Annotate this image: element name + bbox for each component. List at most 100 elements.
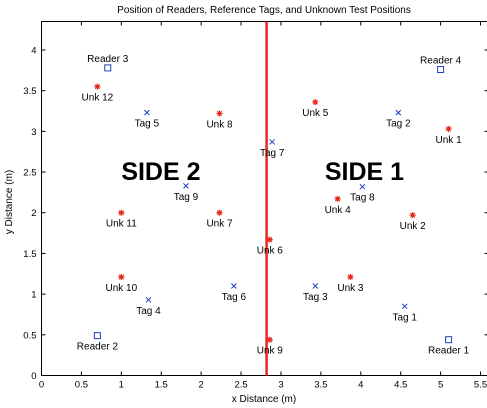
tag-marker — [145, 296, 152, 303]
data-point: Reader 3 — [87, 54, 129, 72]
x-tick-label: 4 — [358, 380, 363, 391]
chart-title: Position of Readers, Reference Tags, and… — [117, 5, 411, 16]
unknown-marker — [347, 274, 354, 281]
point-label: Tag 2 — [386, 119, 411, 130]
unknown-marker — [94, 83, 101, 90]
y-tick-label: 4 — [31, 45, 36, 56]
point-label: Unk 10 — [105, 283, 137, 294]
data-point: Tag 9 — [174, 183, 199, 203]
data-point: Unk 3 — [337, 274, 364, 294]
y-tick-label: 2.5 — [23, 168, 36, 179]
x-tick-label: 4.5 — [394, 380, 407, 391]
reader-marker — [445, 336, 453, 344]
data-point: Unk 4 — [325, 195, 352, 216]
x-tick-label: 3 — [278, 380, 283, 391]
axis-ticks: 0 0.5 1 1.5 2 2.5 3 3.5 4 4.5 5 5.5 0 0.5 1 1.5 2 2.5 3 3.5… — [23, 21, 487, 391]
reader-marker — [93, 332, 101, 340]
data-point: Reader 2 — [77, 332, 119, 353]
y-tick-label: 3 — [31, 127, 36, 138]
data-point: Tag 4 — [136, 296, 161, 317]
point-label: Unk 4 — [325, 205, 352, 216]
data-point: Tag 7 — [260, 139, 285, 159]
y-tick-label: 0 — [31, 371, 36, 382]
data-point: Unk 9 — [257, 336, 284, 357]
data-point: Tag 1 — [392, 303, 417, 323]
tag-marker — [231, 283, 237, 289]
unknown-marker — [216, 110, 223, 117]
y-tick-label: 1 — [31, 290, 36, 301]
tag-marker — [401, 303, 408, 310]
point-label: Reader 4 — [420, 56, 462, 67]
point-label: Unk 3 — [337, 283, 364, 294]
data-point: Tag 2 — [386, 109, 411, 130]
y-tick-label: 0.5 — [23, 330, 36, 341]
data-point: Tag 5 — [135, 109, 160, 130]
point-label: Unk 5 — [302, 108, 329, 119]
data-point: Reader 1 — [428, 336, 470, 357]
point-label: Unk 1 — [436, 135, 463, 146]
plot-area — [41, 21, 487, 376]
tag-marker — [395, 109, 402, 116]
x-tick-label: 2.5 — [234, 380, 247, 391]
x-tick-label: 5.5 — [474, 380, 487, 391]
point-label: Tag 3 — [303, 292, 328, 303]
y-tick-label: 1.5 — [23, 249, 36, 260]
tag-marker — [312, 283, 319, 289]
side-label: SIDE 2 — [121, 158, 200, 186]
point-label: Unk 6 — [257, 246, 284, 257]
data-point: Unk 11 — [106, 209, 137, 230]
data-point: Unk 12 — [82, 83, 114, 104]
unknown-marker — [266, 236, 273, 243]
data-point: Tag 6 — [222, 283, 247, 303]
x-tick-label: 0 — [39, 380, 44, 391]
tag-marker — [144, 109, 150, 116]
unknown-marker — [312, 99, 319, 106]
data-point: Tag 8 — [350, 183, 375, 204]
data-point: Unk 6 — [257, 236, 284, 257]
point-label: Unk 7 — [206, 219, 233, 230]
data-point: Unk 8 — [206, 110, 233, 130]
unknown-marker — [266, 336, 273, 343]
point-label: Reader 3 — [87, 54, 129, 65]
x-tick-label: 5 — [438, 380, 443, 391]
x-tick-label: 0.5 — [75, 380, 88, 391]
unknown-marker — [118, 209, 125, 216]
x-tick-label: 1.5 — [155, 380, 168, 391]
side-labels: SIDE 2 SIDE 1 — [121, 158, 404, 186]
data-point: Unk 5 — [302, 99, 329, 119]
unknown-marker — [118, 274, 125, 281]
tag-marker — [183, 183, 189, 189]
reader-marker — [104, 64, 112, 72]
data-points: Reader 1 Reader 2 Reader 3 Reader 4 Tag 1 Tag… — [77, 54, 470, 357]
unknown-marker — [216, 209, 223, 216]
point-label: Reader 2 — [77, 342, 119, 353]
point-label: Tag 9 — [174, 192, 199, 203]
point-label: Tag 5 — [135, 119, 160, 130]
point-label: Tag 7 — [260, 148, 285, 159]
y-tick-label: 2 — [31, 208, 36, 219]
tag-marker — [269, 139, 276, 145]
point-label: Tag 4 — [136, 306, 161, 317]
data-point: Unk 10 — [105, 274, 138, 294]
data-point: Tag 3 — [303, 283, 328, 303]
point-label: Unk 2 — [400, 221, 427, 232]
unknown-marker — [445, 125, 452, 132]
x-axis-label: x Distance (m) — [232, 394, 296, 405]
unknown-marker — [334, 195, 341, 202]
tag-marker — [359, 183, 366, 190]
point-label: Tag 6 — [222, 292, 247, 303]
y-axis-label: y Distance (m) — [4, 170, 15, 234]
point-label: Unk 11 — [106, 219, 137, 230]
x-tick-label: 2 — [198, 380, 203, 391]
point-label: Unk 8 — [206, 119, 233, 130]
unknown-marker — [409, 212, 416, 219]
x-tick-label: 3.5 — [314, 380, 327, 391]
data-point: Reader 4 — [420, 56, 462, 74]
data-point: Unk 2 — [400, 212, 427, 232]
point-label: Unk 9 — [257, 346, 284, 357]
y-tick-label: 3.5 — [23, 86, 36, 97]
x-tick-label: 1 — [119, 380, 124, 391]
data-point: Unk 1 — [436, 125, 463, 146]
point-label: Reader 1 — [428, 346, 470, 357]
